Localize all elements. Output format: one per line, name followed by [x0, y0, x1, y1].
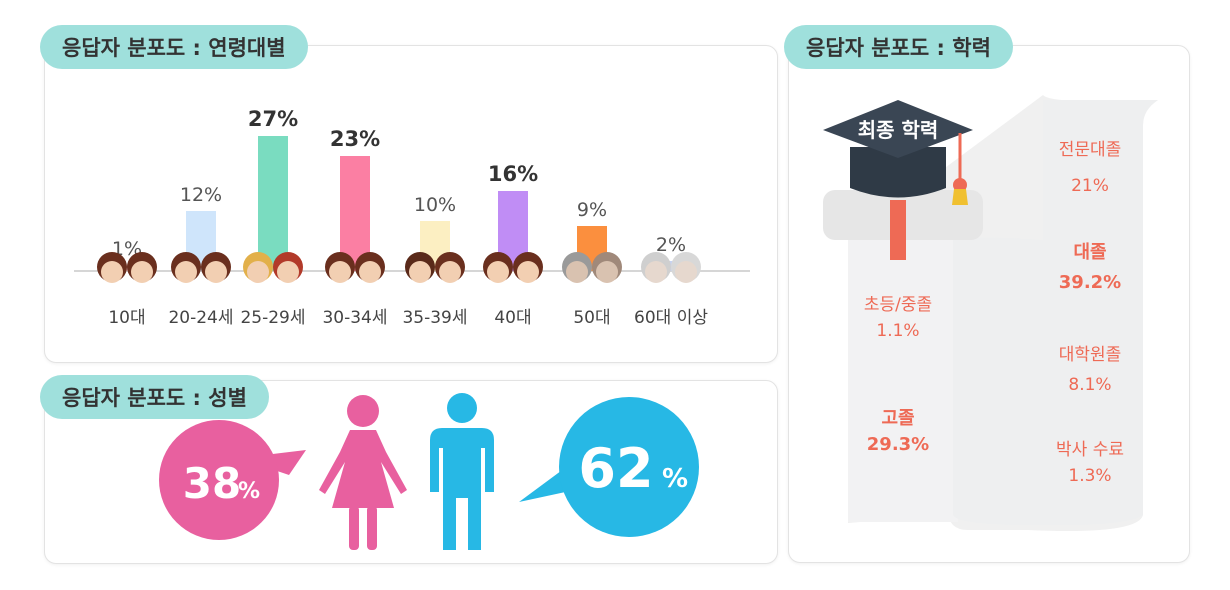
bar: [112, 265, 142, 271]
avatar-face: [205, 261, 227, 283]
edu-panel-title: 응답자 분포도 : 학력: [784, 25, 1013, 69]
bar-value-label: 10%: [414, 194, 456, 216]
cap-label: 최종 학력: [858, 118, 939, 142]
male-percent-unit: %: [662, 464, 688, 494]
category-label: 50대: [573, 308, 610, 328]
edu-item-college: 전문대졸 21%: [1030, 132, 1150, 204]
avatar-face: [596, 261, 618, 283]
gender-panel-title: 응답자 분포도 : 성별: [40, 375, 269, 419]
female-bubble: 38 %: [159, 420, 306, 540]
avatar-face: [277, 261, 299, 283]
edu-item-doctorate: 박사 수료 1.3%: [1030, 437, 1150, 489]
bar: [656, 261, 686, 271]
edu-item-name: 박사 수료: [1056, 440, 1124, 460]
category-label: 60대 이상: [634, 308, 708, 328]
avatar-face: [409, 261, 431, 283]
bar-value-label: 27%: [248, 107, 298, 131]
edu-item-university: 대졸 39.2%: [1030, 238, 1150, 298]
category-label: 20-24세: [168, 308, 233, 328]
female-percent-value: 38: [183, 459, 241, 508]
avatar-face: [175, 261, 197, 283]
scroll-right-body: [953, 100, 1158, 526]
edu-item-name: 대학원졸: [1058, 345, 1122, 365]
avatar-face: [487, 261, 509, 283]
male-icon: [430, 393, 494, 550]
edu-item-value: 1.3%: [1068, 466, 1112, 486]
avatar-face: [359, 261, 381, 283]
bar: [340, 156, 370, 271]
avatar-face: [247, 261, 269, 283]
category-label: 40대: [494, 308, 531, 328]
male-bubble: 62 %: [519, 397, 699, 537]
male-percent-value: 62: [578, 437, 653, 500]
edu-item-name: 전문대졸: [1058, 140, 1122, 160]
avatar-face: [101, 261, 123, 283]
bar-value-label: 2%: [656, 234, 686, 256]
bar-value-label: 12%: [180, 184, 222, 206]
avatar-face: [645, 261, 667, 283]
avatar-face: [566, 261, 588, 283]
graduation-cap-icon: [823, 100, 973, 260]
scroll-left-body: [848, 240, 958, 522]
age-bar-chart: 1%10대12%20-24세27%25-29세23%30-34세10%35-39…: [74, 107, 750, 328]
bar-value-label: 23%: [330, 127, 380, 151]
edu-item-highschool: 고졸 29.3%: [838, 406, 958, 458]
bar-value-label: 9%: [577, 199, 607, 221]
diploma-graphic: 최종 학력: [823, 95, 1158, 531]
age-panel: [44, 45, 778, 363]
edu-item-graduate: 대학원졸 8.1%: [1030, 340, 1150, 400]
edu-item-name: 대졸: [1073, 242, 1107, 263]
avatar-face: [131, 261, 153, 283]
bar: [258, 136, 288, 271]
avatar-face: [439, 261, 461, 283]
edu-item-value: 1.1%: [876, 321, 920, 341]
bar-value-label: 16%: [488, 162, 538, 186]
category-label: 35-39세: [402, 308, 467, 328]
edu-item-value: 21%: [1071, 176, 1109, 196]
avatar-face: [517, 261, 539, 283]
category-label: 10대: [108, 308, 145, 328]
category-label: 25-29세: [240, 308, 305, 328]
edu-item-elementary: 초등/중졸 1.1%: [838, 292, 958, 344]
edu-item-value: 29.3%: [866, 434, 930, 455]
female-percent-unit: %: [238, 479, 260, 504]
edu-item-value: 8.1%: [1068, 375, 1112, 395]
avatar-face: [675, 261, 697, 283]
category-label: 30-34세: [322, 308, 387, 328]
gender-graphic: 38 % 62 %: [159, 393, 699, 550]
female-icon: [319, 395, 407, 550]
edu-item-name: 초등/중졸: [863, 295, 933, 315]
edu-item-name: 고졸: [881, 408, 915, 429]
edu-item-value: 39.2%: [1058, 272, 1122, 293]
avatar-face: [329, 261, 351, 283]
age-panel-title: 응답자 분포도 : 연령대별: [40, 25, 308, 69]
